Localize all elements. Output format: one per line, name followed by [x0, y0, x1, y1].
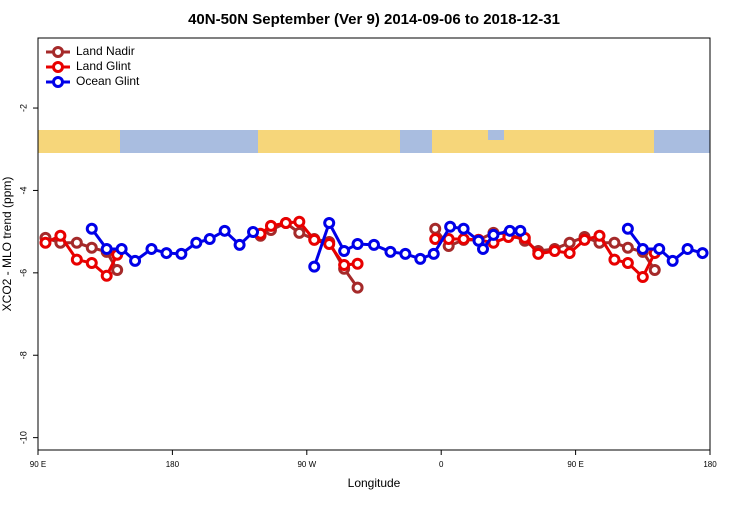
legend-label: Ocean Glint	[76, 74, 140, 88]
x-axis-label: Longitude	[348, 476, 401, 490]
legend-label: Land Glint	[76, 59, 131, 73]
data-point	[85, 222, 98, 235]
legend-marker	[52, 46, 64, 58]
x-tick-label: 90 E	[30, 460, 46, 469]
data-point	[279, 216, 292, 229]
x-tick-label: 0	[439, 460, 444, 469]
x-tick-label: 180	[703, 460, 717, 469]
data-point	[457, 222, 470, 235]
data-point	[100, 269, 113, 282]
data-point	[593, 229, 606, 242]
data-point	[457, 233, 470, 246]
data-point	[696, 247, 709, 260]
data-point	[578, 233, 591, 246]
data-point	[308, 260, 321, 273]
x-tick-label: 90 W	[297, 460, 316, 469]
data-point	[175, 247, 188, 260]
series-line	[312, 219, 521, 268]
data-point	[247, 226, 260, 239]
data-point	[338, 245, 351, 258]
series-line	[435, 234, 657, 280]
data-point	[115, 242, 128, 255]
data-point	[487, 228, 500, 241]
data-point	[308, 233, 321, 246]
data-point	[444, 220, 457, 233]
plot-frame	[37, 37, 711, 451]
data-point	[54, 229, 67, 242]
data-point	[414, 252, 427, 265]
data-point	[621, 222, 634, 235]
data-point	[323, 238, 336, 250]
data-point	[514, 224, 527, 237]
data-point	[160, 247, 173, 260]
data-point	[563, 247, 576, 260]
data-point	[648, 263, 661, 276]
data-point	[233, 238, 246, 251]
data-point	[190, 236, 203, 249]
y-tick-label: -6	[18, 269, 28, 277]
data-point	[293, 226, 306, 239]
data-point	[608, 236, 621, 249]
y-tick-label: -10	[18, 431, 28, 444]
series-line	[434, 227, 656, 271]
data-point	[338, 259, 351, 272]
y-axis-label: XCO2 - MLO trend (ppm)	[0, 177, 14, 312]
x-tick-label: 180	[166, 460, 180, 469]
data-point	[384, 245, 397, 258]
map-strip	[38, 130, 710, 153]
data-point	[218, 224, 231, 237]
x-tick-label: 90 E	[567, 460, 583, 469]
data-point	[477, 242, 490, 255]
data-point	[427, 247, 440, 260]
legend-label: Land Nadir	[76, 44, 135, 58]
data-point	[351, 257, 364, 270]
data-point	[621, 241, 634, 254]
data-point	[399, 247, 412, 260]
data-point	[503, 224, 516, 237]
data-point	[666, 254, 679, 267]
y-tick-label: -2	[18, 104, 28, 112]
data-point	[203, 233, 216, 246]
data-point	[293, 215, 306, 228]
data-point	[621, 256, 634, 269]
data-point	[85, 241, 98, 254]
data-point	[608, 253, 621, 266]
data-point	[111, 263, 124, 276]
chart-title: 40N-50N September (Ver 9) 2014-09-06 to …	[188, 11, 560, 28]
data-point	[636, 242, 649, 255]
data-point	[70, 253, 83, 266]
data-point	[548, 245, 561, 258]
data-point	[532, 247, 545, 260]
y-tick-label: -4	[18, 186, 28, 194]
data-point	[681, 242, 694, 255]
data-point	[145, 242, 158, 255]
data-point	[70, 236, 83, 249]
data-point	[351, 281, 364, 294]
data-point	[563, 236, 576, 249]
data-point	[351, 238, 364, 250]
data-point	[85, 256, 98, 269]
data-point	[39, 236, 52, 249]
data-point	[429, 222, 442, 235]
data-point	[653, 242, 666, 255]
data-point	[368, 238, 380, 251]
legend-marker	[52, 76, 64, 88]
data-point	[429, 233, 442, 246]
data-point	[636, 270, 649, 283]
y-tick-label: -8	[18, 351, 28, 359]
data-point	[323, 216, 336, 229]
data-point	[129, 254, 142, 267]
data-point	[264, 219, 277, 232]
data-point	[100, 242, 113, 255]
legend-marker	[52, 61, 64, 73]
